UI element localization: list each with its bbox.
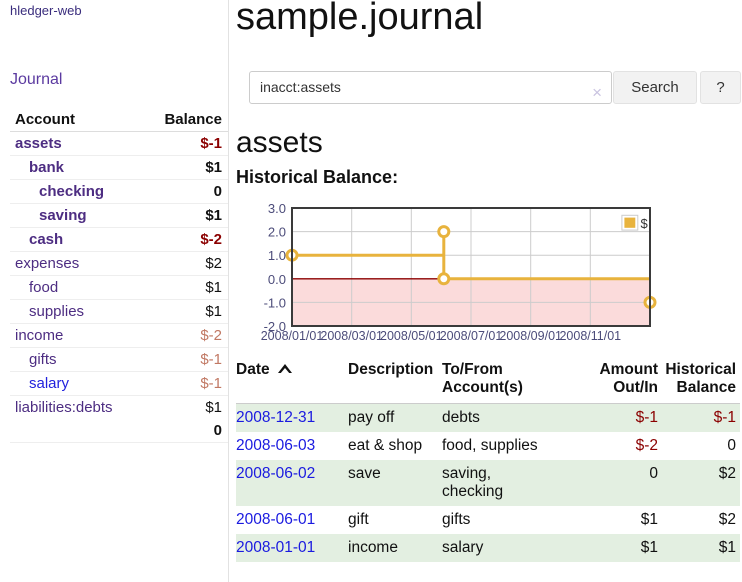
svg-text:$: $ — [641, 216, 649, 231]
svg-text:2008/09/01: 2008/09/01 — [499, 329, 562, 343]
svg-text:-1.0: -1.0 — [264, 295, 286, 310]
svg-text:2.0: 2.0 — [268, 225, 286, 240]
svg-text:2008/11/01: 2008/11/01 — [559, 329, 621, 343]
svg-text:2008/01/01: 2008/01/01 — [261, 329, 324, 343]
svg-text:0.0: 0.0 — [268, 272, 286, 287]
svg-text:2008/05/01: 2008/05/01 — [380, 329, 443, 343]
svg-text:2008/07/01: 2008/07/01 — [440, 329, 503, 343]
svg-text:3.0: 3.0 — [268, 201, 286, 216]
svg-text:1.0: 1.0 — [268, 248, 286, 263]
svg-text:2008/03/01: 2008/03/01 — [320, 329, 383, 343]
